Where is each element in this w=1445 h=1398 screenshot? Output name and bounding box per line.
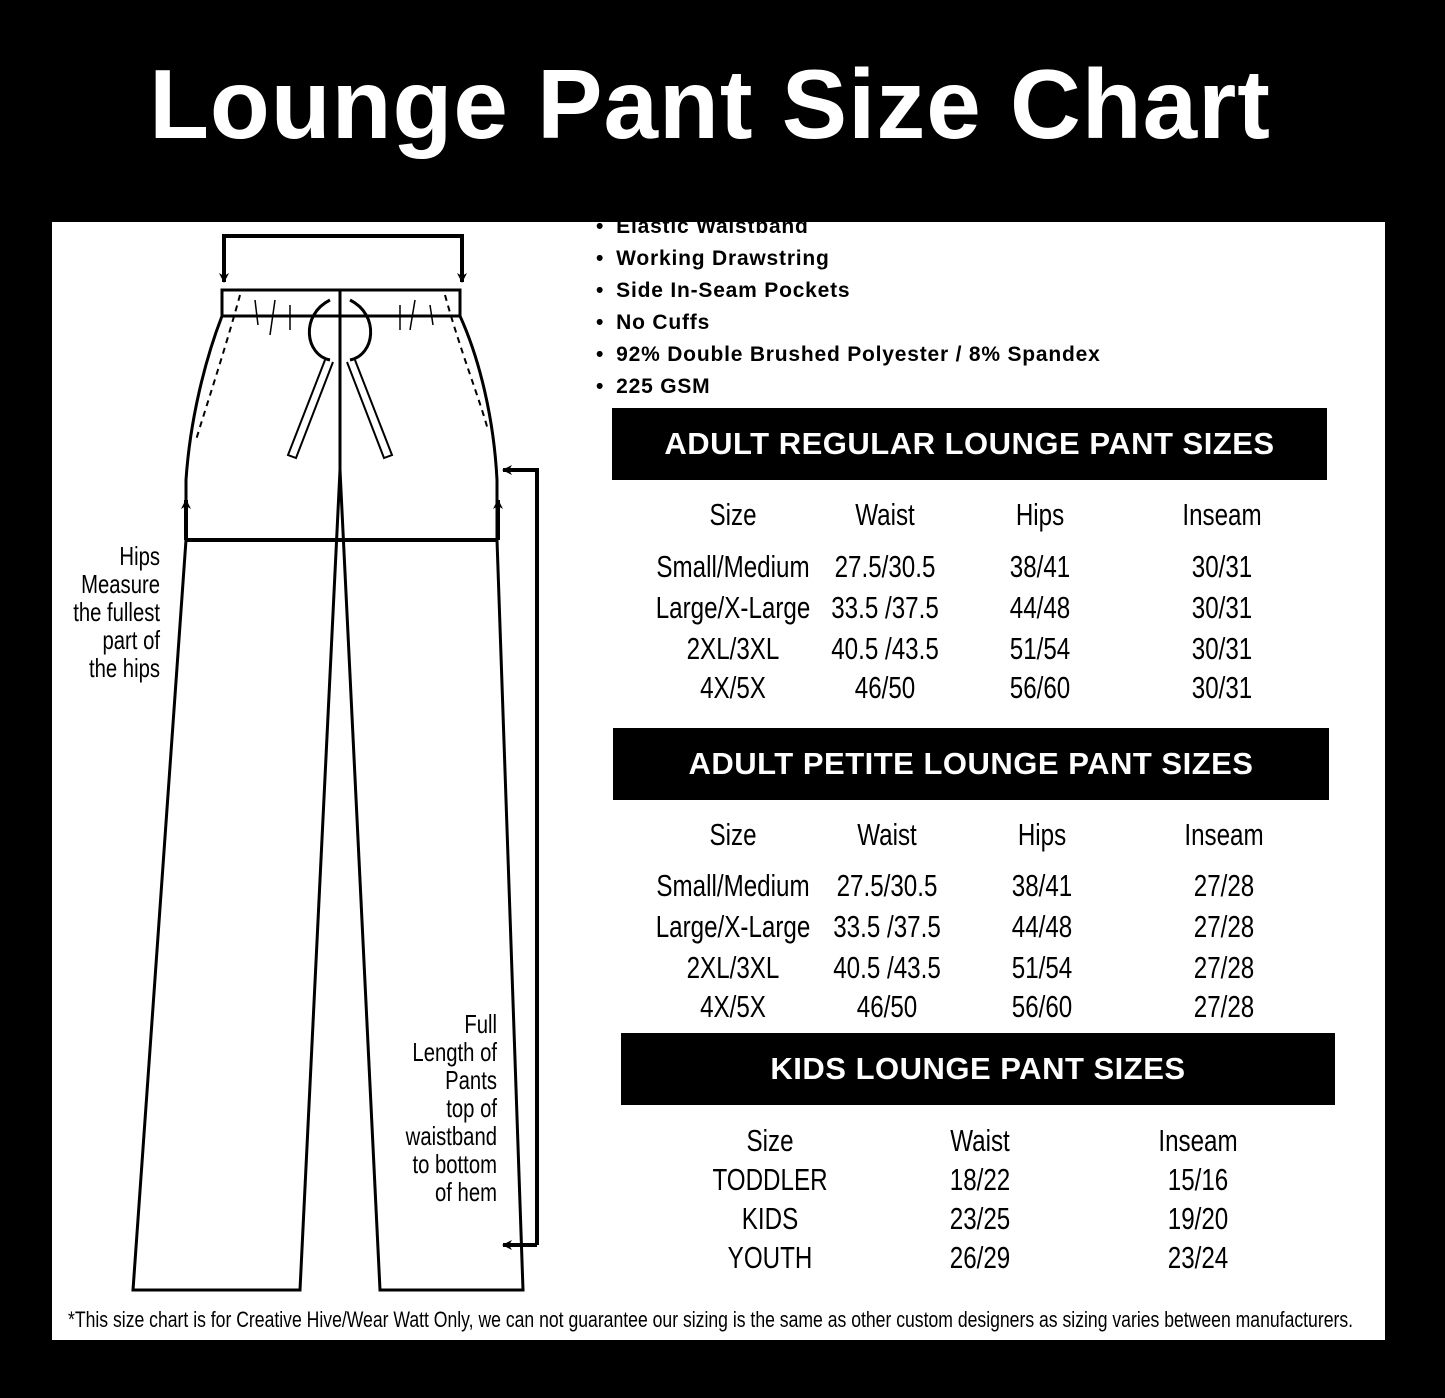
table-cell: 56/60 xyxy=(1009,670,1071,705)
table-header-cell: Inseam xyxy=(1158,1123,1238,1158)
table-title-bar: ADULT PETITE LOUNGE PANT SIZES xyxy=(613,728,1329,800)
table-title-bar: KIDS LOUNGE PANT SIZES xyxy=(621,1033,1335,1105)
table-cell: 33.5 /37.5 xyxy=(833,909,941,944)
table-title-bar: ADULT REGULAR LOUNGE PANT SIZES xyxy=(612,408,1327,480)
table-cell: 33.5 /37.5 xyxy=(831,590,939,625)
feature-item: Working Drawstring xyxy=(596,243,1101,275)
feature-list: Elastic WaistbandWorking DrawstringSide … xyxy=(596,211,1101,403)
table-cell: 51/54 xyxy=(1009,631,1071,666)
table-cell: 27/28 xyxy=(1193,989,1255,1024)
feature-item: Elastic Waistband xyxy=(596,211,1101,243)
table-header-cell: Size xyxy=(709,497,757,532)
hips-label-line: the fullest xyxy=(73,597,160,627)
table-header-cell: Waist xyxy=(857,817,917,852)
length-label-line: to bottom xyxy=(412,1149,497,1179)
table-cell: 27/28 xyxy=(1193,950,1255,985)
hips-label-line: part of xyxy=(102,625,160,655)
page-title: Lounge Pant Size Chart xyxy=(149,49,1271,159)
table-cell: 30/31 xyxy=(1191,590,1253,625)
table-cell: 30/31 xyxy=(1191,670,1253,705)
table-cell: KIDS xyxy=(741,1201,799,1236)
length-label-line: of hem xyxy=(434,1177,497,1207)
table-cell: 23/24 xyxy=(1167,1240,1229,1275)
table-cell: TODDLER xyxy=(712,1162,828,1197)
table-cell: 44/48 xyxy=(1011,909,1073,944)
table-cell: 38/41 xyxy=(1011,868,1073,903)
table-cell: Large/X-Large xyxy=(655,909,811,944)
table-cell: 15/16 xyxy=(1167,1162,1229,1197)
table-cell: 27/28 xyxy=(1193,909,1255,944)
table-header-cell: Waist xyxy=(855,497,915,532)
pants-outline xyxy=(131,288,525,1292)
length-label-line: Length of xyxy=(412,1037,497,1067)
table-cell: 56/60 xyxy=(1011,989,1073,1024)
waist-measurement-label: Waist Measurement xyxy=(261,200,435,228)
measurement-arrows xyxy=(181,234,539,1250)
feature-item: No Cuffs xyxy=(596,307,1101,339)
table-header-cell: Inseam xyxy=(1182,497,1262,532)
table-cell: 51/54 xyxy=(1011,950,1073,985)
table-cell: YOUTH xyxy=(727,1240,813,1275)
table-cell: Large/X-Large xyxy=(655,590,811,625)
table-header-cell: Hips xyxy=(1017,817,1067,852)
table-cell: 27.5/30.5 xyxy=(836,868,938,903)
table-cell: 27.5/30.5 xyxy=(834,549,936,584)
full-length-label: Full Length of Pants top of waistband to bott… xyxy=(406,1010,497,1206)
table-cell: 44/48 xyxy=(1009,590,1071,625)
hips-label-line: Hips xyxy=(119,541,160,571)
feature-item: 225 GSM xyxy=(596,371,1101,403)
table-cell: 18/22 xyxy=(949,1162,1011,1197)
table-cell: 26/29 xyxy=(949,1240,1011,1275)
length-label-line: waistband xyxy=(405,1121,497,1151)
table-header-cell: Inseam xyxy=(1184,817,1264,852)
table-cell: Small/Medium xyxy=(656,868,810,903)
length-label-line: top of xyxy=(446,1093,497,1123)
table-header-cell: Waist xyxy=(950,1123,1010,1158)
feature-item: Side In-Seam Pockets xyxy=(596,275,1101,307)
table-cell: 27/28 xyxy=(1193,868,1255,903)
hips-label-line: Measure xyxy=(81,569,160,599)
table-cell: 4X/5X xyxy=(700,989,766,1024)
table-cell: 46/50 xyxy=(854,670,916,705)
hips-label-line: the hips xyxy=(88,653,160,683)
footnote: *This size chart is for Creative Hive/We… xyxy=(68,1307,1354,1332)
table-cell: 23/25 xyxy=(949,1201,1011,1236)
length-label-line: Pants xyxy=(445,1065,497,1095)
table-header-cell: Size xyxy=(709,817,757,852)
table-header-cell: Size xyxy=(746,1123,794,1158)
table-cell: 40.5 /43.5 xyxy=(831,631,939,666)
table-cell: 4X/5X xyxy=(700,670,766,705)
table-cell: 19/20 xyxy=(1167,1201,1229,1236)
table-cell: Small/Medium xyxy=(656,549,810,584)
hips-label: Hips Measure the fullest part of the hips xyxy=(73,542,160,682)
table-header-cell: Hips xyxy=(1015,497,1065,532)
table-cell: 40.5 /43.5 xyxy=(833,950,941,985)
feature-item: 92% Double Brushed Polyester / 8% Spande… xyxy=(596,339,1101,371)
table-cell: 38/41 xyxy=(1009,549,1071,584)
table-cell: 46/50 xyxy=(856,989,918,1024)
length-label-line: Full xyxy=(464,1009,497,1039)
table-cell: 2XL/3XL xyxy=(686,631,780,666)
table-cell: 30/31 xyxy=(1191,549,1253,584)
table-cell: 30/31 xyxy=(1191,631,1253,666)
table-cell: 2XL/3XL xyxy=(686,950,780,985)
